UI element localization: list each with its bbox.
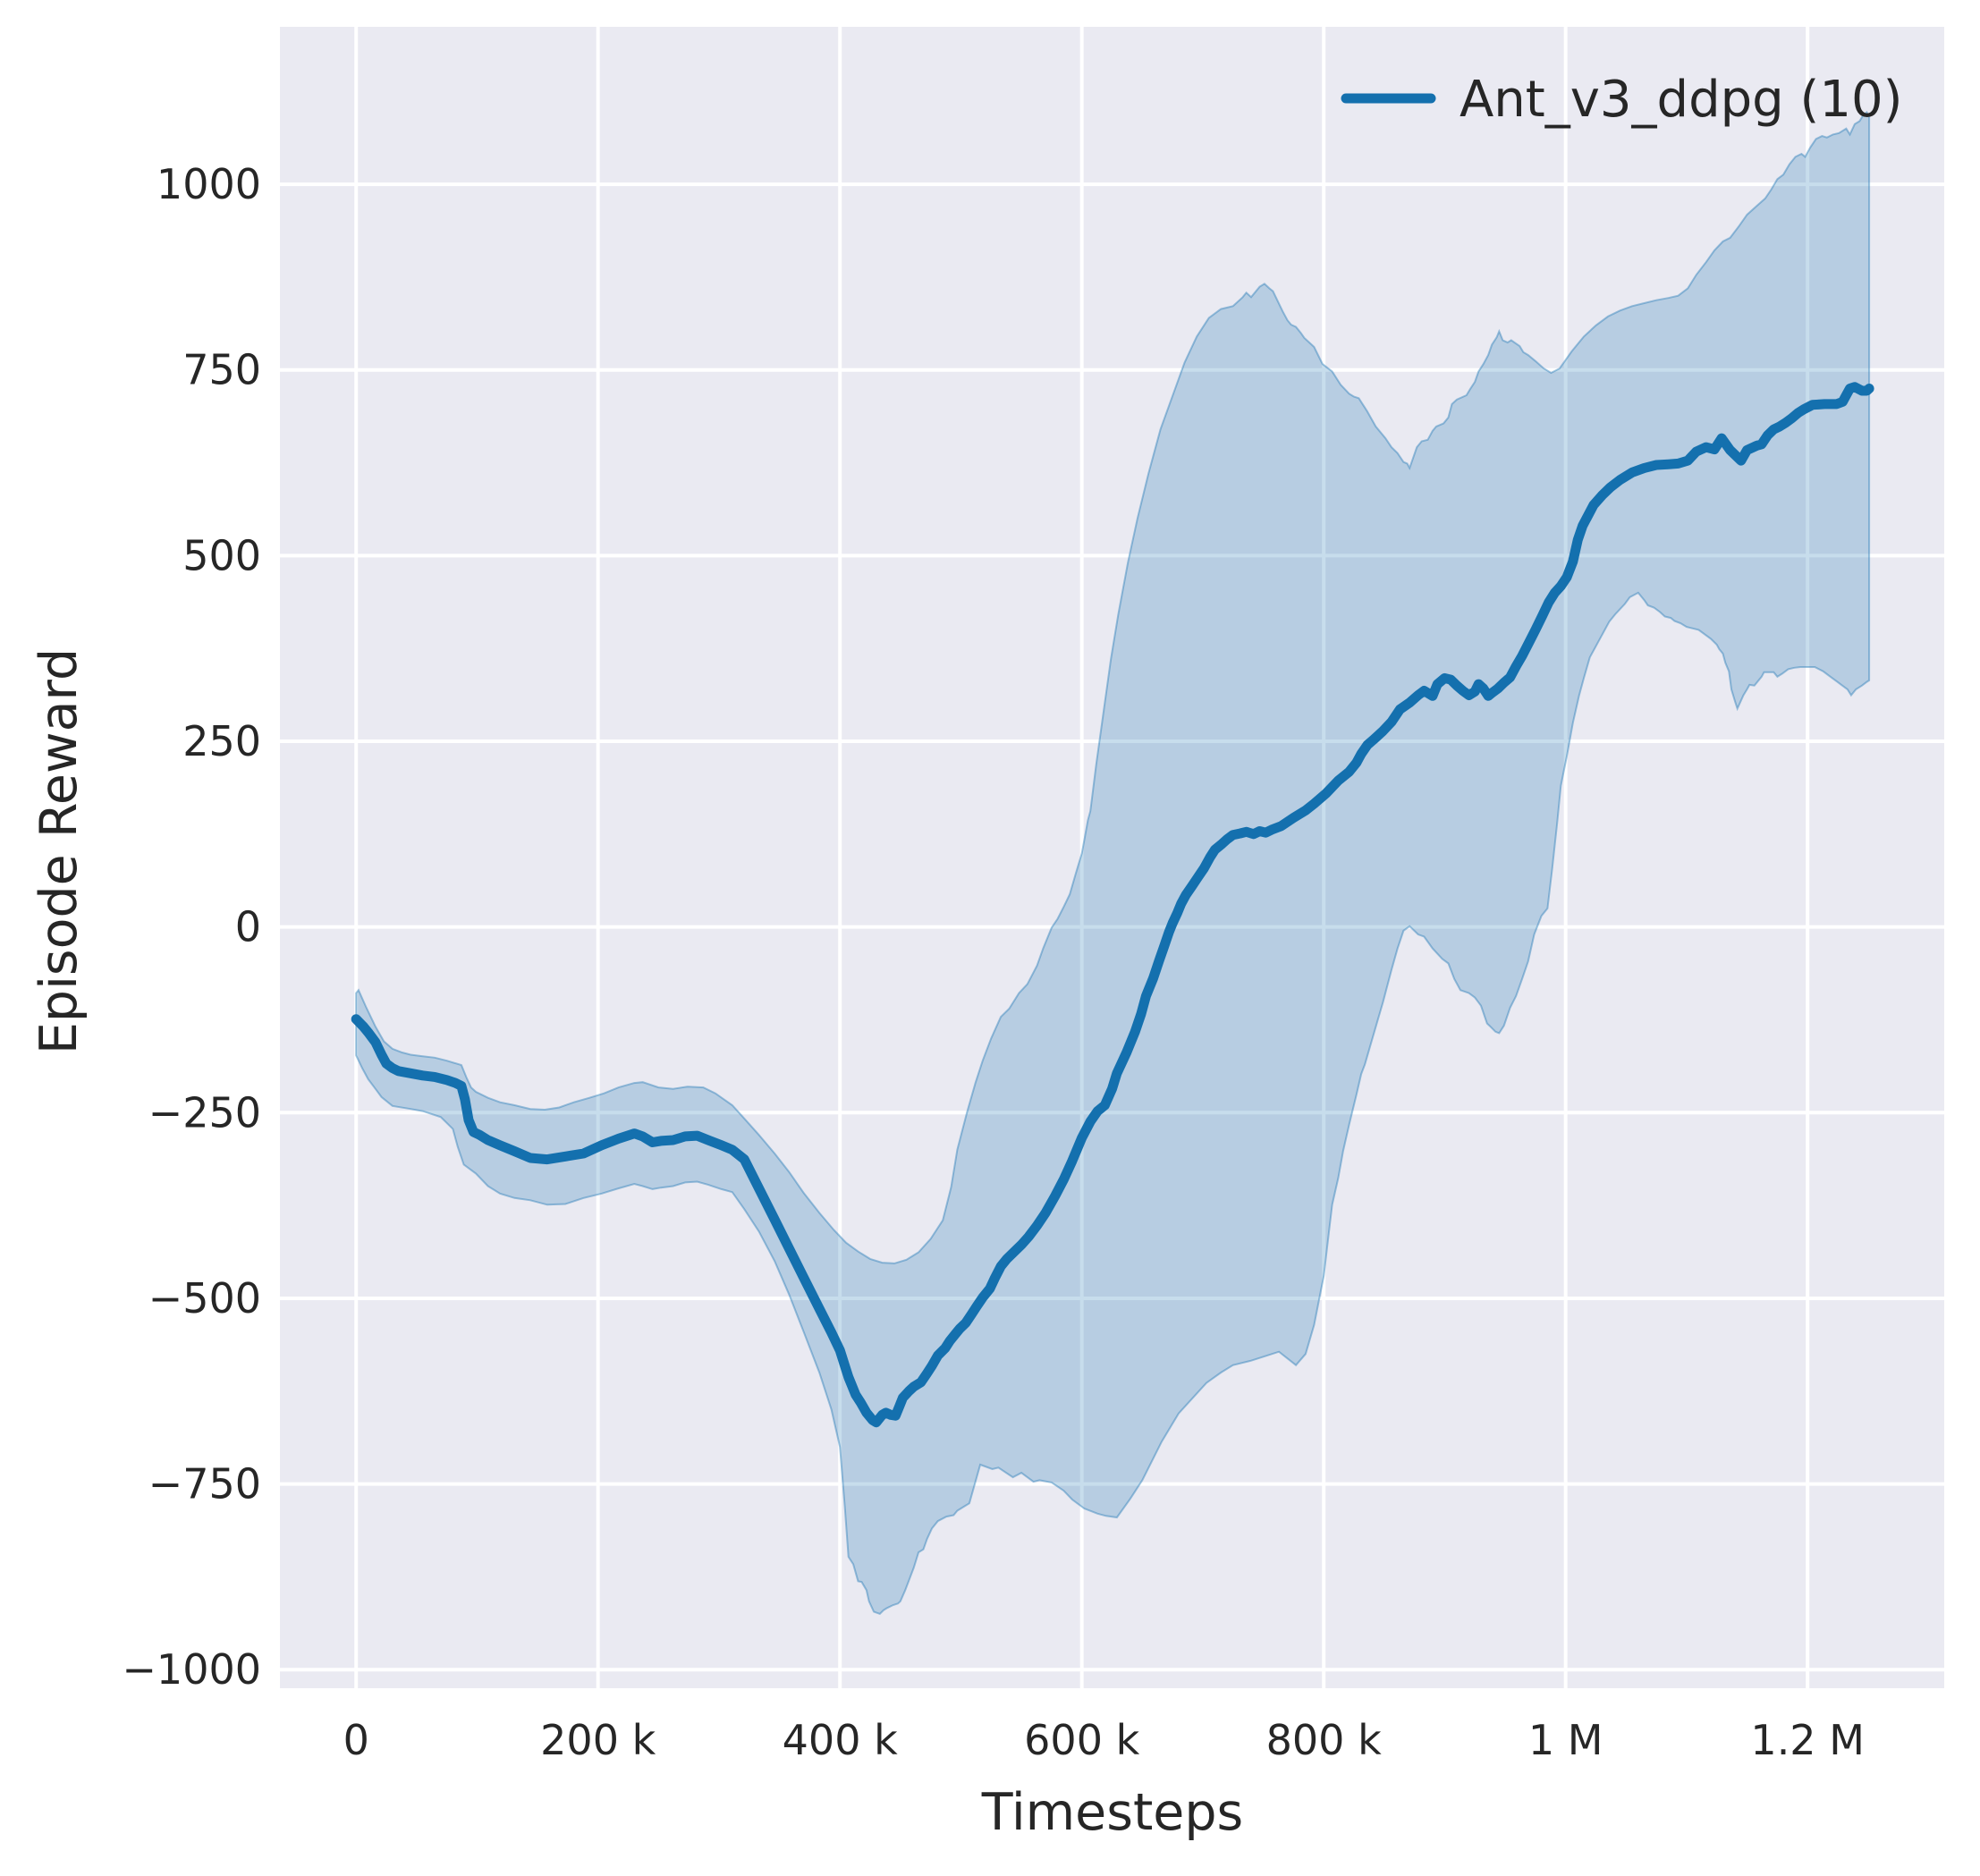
y-tick-labels: −1000 −750 −500 −250 0 250 500 750 1000 <box>122 160 261 1694</box>
x-tick-label: 1 M <box>1528 1716 1603 1764</box>
x-tick-label: 600 k <box>1024 1716 1139 1764</box>
plot-background <box>280 27 1944 1688</box>
x-tick-label: 400 k <box>783 1716 898 1764</box>
y-tick-label: −500 <box>148 1274 261 1322</box>
x-axis-label: Timesteps <box>981 1783 1244 1842</box>
y-tick-label: −250 <box>148 1088 261 1137</box>
y-tick-label: −750 <box>148 1460 261 1508</box>
confidence-band <box>355 110 1871 1616</box>
x-tick-labels: 0 200 k 400 k 600 k 800 k 1 M 1.2 M <box>343 1716 1865 1764</box>
x-tick-label: 0 <box>343 1716 369 1764</box>
y-tick-label: −1000 <box>122 1645 261 1694</box>
x-tick-label: 200 k <box>540 1716 656 1764</box>
x-tick-label: 1.2 M <box>1750 1716 1864 1764</box>
gridlines <box>280 27 1944 1688</box>
y-tick-label: 1000 <box>157 160 261 208</box>
y-axis-label: Episode Reward <box>30 648 89 1054</box>
y-tick-label: 500 <box>182 531 261 579</box>
legend: Ant_v3_ddpg (10) <box>1341 71 1902 129</box>
y-tick-label: 0 <box>235 903 261 951</box>
legend-label: Ant_v3_ddpg (10) <box>1460 71 1902 129</box>
y-tick-label: 250 <box>182 717 261 765</box>
y-tick-label: 750 <box>182 346 261 394</box>
x-tick-label: 800 k <box>1266 1716 1382 1764</box>
mean-line <box>351 382 1874 1428</box>
